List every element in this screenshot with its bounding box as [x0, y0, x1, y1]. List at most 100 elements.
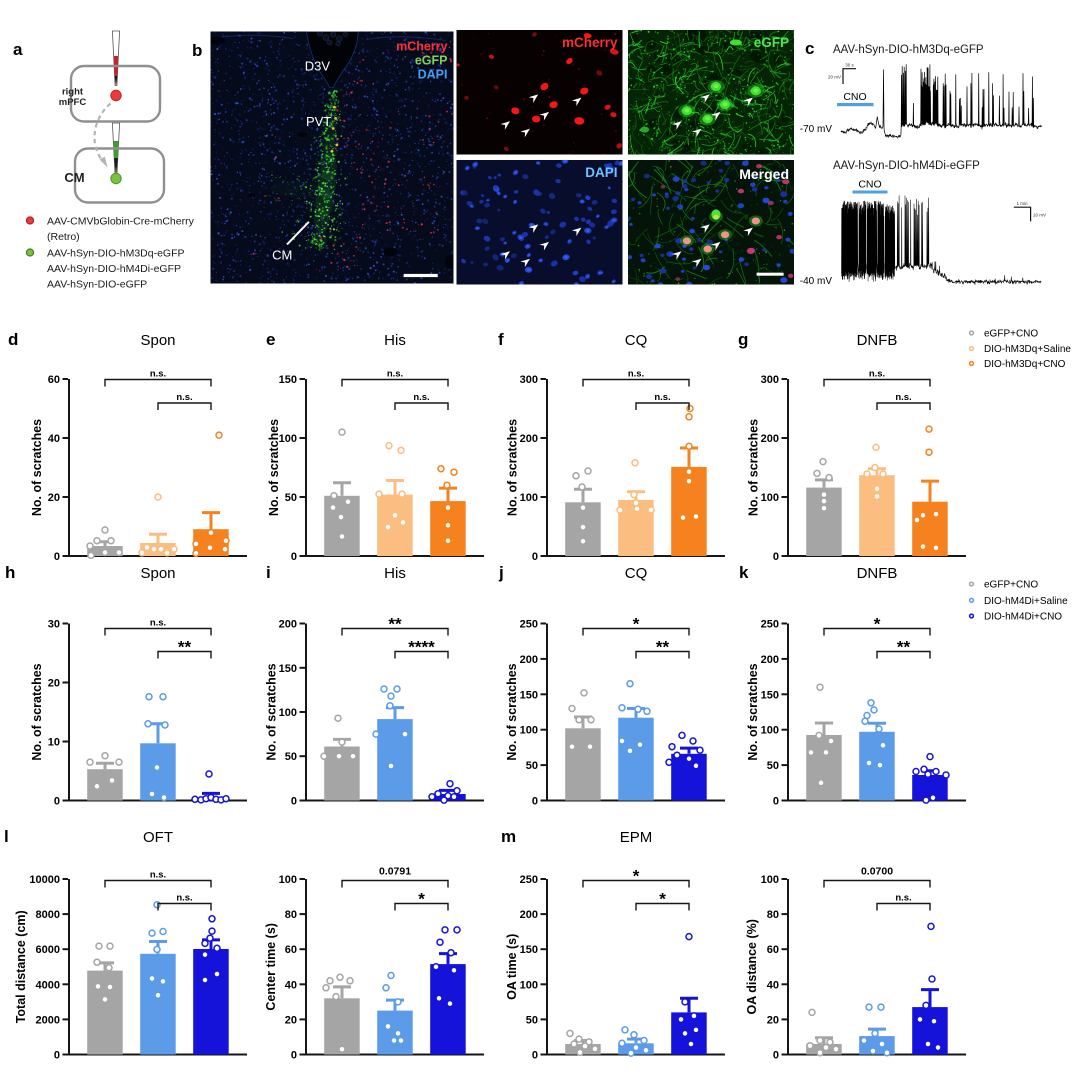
svg-text:80: 80 [285, 909, 297, 921]
svg-text:100: 100 [761, 725, 779, 737]
svg-text:AAV-hSyn-DIO-hM4Di-eGFP: AAV-hSyn-DIO-hM4Di-eGFP [833, 160, 980, 172]
svg-text:CQ: CQ [625, 332, 648, 349]
svg-text:**: ** [656, 638, 670, 657]
svg-text:100: 100 [520, 979, 538, 991]
svg-text:OA time (s): OA time (s) [505, 934, 519, 1000]
svg-text:0: 0 [291, 796, 297, 808]
svg-text:*: * [633, 615, 640, 634]
svg-text:CM: CM [64, 170, 84, 185]
svg-text:200: 200 [520, 654, 538, 666]
svg-text:(Retro): (Retro) [47, 231, 80, 243]
svg-text:100: 100 [279, 707, 297, 719]
svg-text:30: 30 [48, 619, 60, 631]
svg-text:100: 100 [761, 874, 779, 886]
svg-text:n.s.: n.s. [869, 369, 885, 380]
svg-text:DIO-hM3Dq+CNO: DIO-hM3Dq+CNO [984, 359, 1066, 370]
svg-text:m: m [501, 827, 516, 846]
svg-text:**: ** [178, 638, 192, 657]
svg-text:100: 100 [279, 433, 297, 445]
svg-text:40: 40 [285, 979, 297, 991]
svg-text:2000: 2000 [36, 1014, 60, 1026]
svg-text:300: 300 [761, 374, 779, 386]
svg-text:-70 mV: -70 mV [800, 124, 833, 135]
svg-text:100: 100 [279, 874, 297, 886]
svg-text:No. of scratches: No. of scratches [506, 419, 520, 516]
svg-text:30 s: 30 s [845, 63, 854, 68]
svg-text:k: k [739, 563, 749, 582]
svg-text:c: c [805, 39, 814, 58]
svg-text:CM: CM [272, 248, 292, 263]
svg-text:0: 0 [532, 551, 538, 563]
svg-text:right: right [62, 87, 84, 98]
svg-text:No. of scratches: No. of scratches [267, 419, 281, 516]
svg-text:0: 0 [532, 796, 538, 808]
svg-text:0: 0 [773, 551, 779, 563]
svg-text:DIO-hM3Dq+Saline: DIO-hM3Dq+Saline [984, 344, 1071, 355]
svg-text:AAV-CMVbGlobin-Cre-mCherry: AAV-CMVbGlobin-Cre-mCherry [47, 216, 195, 228]
svg-text:200: 200 [761, 654, 779, 666]
svg-text:60: 60 [767, 944, 779, 956]
svg-text:mCherry: mCherry [562, 35, 618, 50]
svg-text:Merged: Merged [739, 166, 789, 182]
svg-text:6000: 6000 [36, 944, 60, 956]
svg-text:eGFP: eGFP [754, 35, 789, 50]
svg-text:150: 150 [761, 689, 779, 701]
svg-text:AAV-hSyn-DIO-hM3Dq-eGFP: AAV-hSyn-DIO-hM3Dq-eGFP [47, 248, 185, 260]
svg-text:n.s.: n.s. [895, 893, 911, 904]
svg-text:0.0700: 0.0700 [861, 866, 893, 878]
svg-text:10000: 10000 [29, 874, 60, 886]
svg-text:OA distance (%): OA distance (%) [745, 919, 759, 1014]
svg-text:0: 0 [291, 1050, 297, 1062]
svg-text:200: 200 [761, 433, 779, 445]
svg-text:8000: 8000 [36, 909, 60, 921]
svg-text:n.s.: n.s. [628, 369, 644, 380]
svg-text:i: i [266, 563, 271, 582]
svg-text:DNFB: DNFB [857, 565, 898, 582]
svg-text:His: His [384, 332, 406, 349]
svg-text:*: * [633, 867, 640, 886]
svg-text:4000: 4000 [36, 979, 60, 991]
svg-text:PVT: PVT [306, 114, 331, 129]
svg-text:n.s.: n.s. [895, 392, 911, 403]
svg-text:AAV-hSyn-DIO-hM4Di-eGFP: AAV-hSyn-DIO-hM4Di-eGFP [47, 263, 181, 275]
svg-text:No. of scratches: No. of scratches [30, 419, 44, 516]
svg-text:150: 150 [520, 689, 538, 701]
svg-text:DIO-hM4Di+Saline: DIO-hM4Di+Saline [984, 596, 1068, 607]
svg-text:g: g [738, 330, 748, 349]
svg-text:d: d [8, 330, 18, 349]
svg-text:mCherry: mCherry [396, 40, 447, 54]
svg-text:CNO: CNO [843, 91, 866, 103]
svg-text:n.s.: n.s. [387, 369, 403, 380]
svg-text:n.s.: n.s. [176, 392, 192, 403]
svg-text:OFT: OFT [143, 829, 173, 846]
svg-text:No. of scratches: No. of scratches [747, 419, 761, 516]
svg-text:No. of scratches: No. of scratches [30, 663, 44, 760]
svg-text:20: 20 [285, 1014, 297, 1026]
svg-text:250: 250 [520, 874, 538, 886]
svg-text:j: j [498, 563, 504, 582]
svg-text:eGFP: eGFP [415, 54, 448, 68]
svg-text:20 mV: 20 mV [828, 75, 841, 80]
svg-text:10: 10 [48, 737, 60, 749]
svg-text:60: 60 [48, 374, 60, 386]
svg-text:200: 200 [520, 433, 538, 445]
svg-text:l: l [4, 827, 9, 846]
svg-text:No. of scratches: No. of scratches [746, 663, 760, 760]
svg-text:Center time (s): Center time (s) [264, 923, 278, 1011]
svg-text:300: 300 [520, 374, 538, 386]
svg-text:DNFB: DNFB [857, 332, 898, 349]
svg-text:mPFC: mPFC [59, 97, 87, 108]
svg-text:No. of scratches: No. of scratches [505, 663, 519, 760]
svg-text:eGFP+CNO: eGFP+CNO [984, 580, 1038, 591]
svg-text:DAPI: DAPI [418, 68, 448, 82]
svg-text:50: 50 [285, 492, 297, 504]
svg-text:80: 80 [767, 909, 779, 921]
svg-text:0: 0 [773, 1050, 779, 1062]
svg-text:Spon: Spon [140, 565, 175, 582]
svg-text:*: * [659, 890, 666, 909]
svg-text:1 min: 1 min [1016, 201, 1028, 206]
svg-text:h: h [5, 563, 15, 582]
svg-text:No. of scratches: No. of scratches [265, 663, 279, 760]
svg-text:250: 250 [761, 619, 779, 631]
svg-text:****: **** [408, 638, 435, 657]
